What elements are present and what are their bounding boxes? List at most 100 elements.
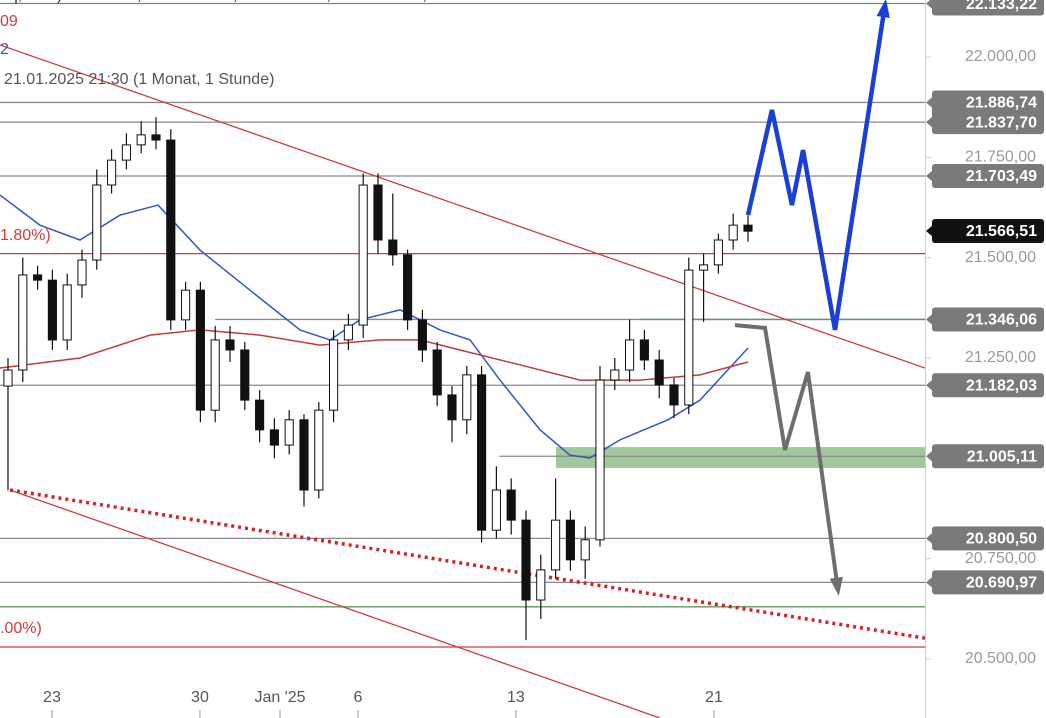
candle-body [92,184,102,261]
candle-body [299,419,309,491]
candle-body [699,264,709,271]
candle-body [62,284,72,341]
candle-body [625,339,635,371]
candle-body [225,339,235,351]
price-label: 21.346,06 [966,312,1037,329]
price-label: 20.800,50 [966,531,1037,548]
arrow-head [829,576,843,596]
candle-body [551,519,561,571]
x-tick-label: Jan '25 [254,689,305,706]
arrow-head [876,0,890,18]
price-label-box [932,570,1044,595]
candle-body [491,489,501,531]
candle-body [284,419,294,446]
price-label-box [932,0,1044,16]
y-tick-label: 20.750,00 [965,550,1036,567]
price-label-pointer [926,450,933,463]
candle-body [33,274,43,281]
price-label: 21.182,03 [966,377,1037,394]
candle-body [432,349,442,396]
candle-body [580,539,590,561]
candle-body [269,429,279,446]
candle-body [181,289,191,321]
candle-body [536,569,546,601]
candle-body [314,409,324,491]
candle-body [743,224,753,232]
price-label-pointer [926,169,933,182]
header-text: aq, Last) O: 21.583,83 H: 21.593,22 L: 2… [0,0,445,4]
price-label-pointer [926,224,933,237]
x-tick-label: 6 [354,689,363,706]
price-label: 21.005,11 [967,448,1037,465]
price-label-box [932,307,1044,332]
candle-body [447,394,457,421]
candle-body [77,259,87,286]
candle-body [121,144,131,161]
indicator-line [0,194,749,459]
candle-body [565,519,575,561]
y-tick-label: 20.500,00 [965,650,1036,667]
candle-body [684,269,694,406]
price-label: 21.886,74 [966,95,1037,112]
price-label-box [932,526,1044,551]
candle-body [47,279,57,341]
candle-body [255,399,265,431]
candle-body [639,339,649,361]
candle-body [462,374,472,421]
price-label-pointer [926,0,933,10]
candle-body [166,139,176,321]
candle-body [713,239,723,266]
price-label-pointer [926,532,933,545]
x-tick-label: 13 [507,689,525,706]
candle-body [610,369,620,381]
x-tick-label: 30 [191,689,209,706]
candle-body [669,384,679,406]
forecast-path [734,323,840,591]
indicator-line [9,488,925,640]
price-label: 21.837,70 [966,114,1037,131]
price-label-box [932,90,1044,115]
y-tick-label: 21.750,00 [965,149,1036,166]
y-tick-label: 21.500,00 [965,249,1036,266]
candle-body [136,134,146,146]
candle-body [388,239,398,256]
annotation: .00%) [0,620,42,637]
y-tick-label: 22.000,00 [965,48,1036,65]
candle-body [373,184,383,241]
price-label-pointer [926,96,933,109]
price-label-pointer [926,379,933,392]
candle-body [195,289,205,411]
candle-body [3,369,13,387]
candle-body [595,379,605,541]
candle-body [728,224,738,241]
candle-body [477,374,487,531]
header-text: 09 [0,13,18,30]
x-tick-label: 23 [43,689,61,706]
indicator-line [0,329,749,381]
header-text: 21.01.2025 21:30 (1 Monat, 1 Stunde) [4,71,274,88]
indicator-line [0,44,925,369]
price-label-box [932,444,1044,469]
candle-body [107,159,117,186]
x-tick-label: 21 [705,689,723,706]
candle-body [417,319,427,351]
price-label: 21.703,49 [966,168,1037,185]
candle-body [654,359,664,386]
plot-area [0,2,925,718]
price-label-box [932,373,1044,398]
candle-body [329,339,339,411]
candle-body [343,324,353,341]
candle-body [18,274,28,371]
candle-body [403,254,413,321]
candle-body [210,339,220,411]
price-label-pointer [926,116,933,129]
price-label-box [932,163,1044,188]
price-label-pointer [926,313,933,326]
price-label-box [932,218,1044,243]
forecast-path [745,4,888,331]
price-label-box [932,110,1044,135]
y-tick-label: 21.250,00 [965,349,1036,366]
price-label: 21.566,51 [966,223,1037,240]
indicator-line [9,489,661,718]
